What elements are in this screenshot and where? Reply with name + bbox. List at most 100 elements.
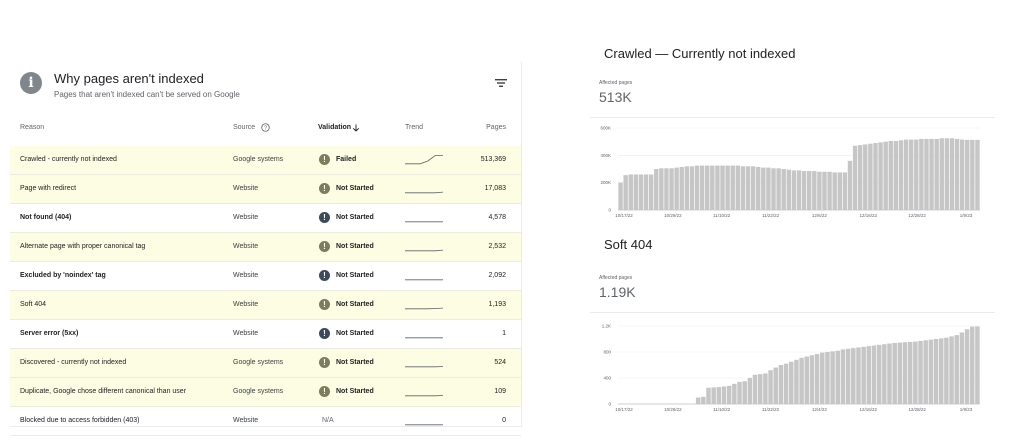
bar[interactable] <box>868 143 873 210</box>
bar[interactable] <box>954 335 959 404</box>
bar[interactable] <box>939 138 944 210</box>
bar[interactable] <box>847 160 853 210</box>
bar[interactable] <box>965 139 970 210</box>
bar[interactable] <box>781 169 786 210</box>
bar[interactable] <box>856 347 861 404</box>
filter-icon[interactable] <box>494 76 508 90</box>
bar[interactable] <box>710 165 715 210</box>
bar[interactable] <box>907 341 913 404</box>
bar[interactable] <box>654 169 659 210</box>
table-row[interactable]: Not found (404) Website! Not Started 4,578 <box>10 204 521 233</box>
bar[interactable] <box>975 139 980 210</box>
bar[interactable] <box>742 381 747 404</box>
bar-chart-soft404[interactable]: 0 400 800 1.2K 10/17/22 10/29/22 11/10/22 11/22… <box>590 320 998 416</box>
table-row[interactable]: Duplicate, Google chose different canoni… <box>10 378 521 407</box>
bar-chart-crawled[interactable]: 0 200K 400K 600K 10/17/22 10/29/22 11/10/22 11/… <box>590 122 998 222</box>
bar[interactable] <box>711 387 716 404</box>
bar[interactable] <box>866 346 872 404</box>
bar[interactable] <box>887 343 892 404</box>
bar[interactable] <box>757 374 763 404</box>
bar[interactable] <box>918 340 923 404</box>
bar[interactable] <box>863 144 868 210</box>
bar[interactable] <box>882 344 887 404</box>
bar[interactable] <box>845 348 851 404</box>
table-row[interactable]: Discovered - currently not indexed Google… <box>10 349 521 378</box>
bar[interactable] <box>938 338 944 404</box>
bar[interactable] <box>725 165 730 210</box>
bar[interactable] <box>959 332 965 405</box>
help-icon[interactable]: ? <box>261 123 270 132</box>
bar[interactable] <box>735 165 741 210</box>
bar[interactable] <box>857 145 863 210</box>
bar[interactable] <box>830 351 835 404</box>
bar[interactable] <box>752 374 758 404</box>
bar[interactable] <box>726 385 732 404</box>
bar[interactable] <box>883 141 888 210</box>
bar[interactable] <box>706 387 711 404</box>
bar[interactable] <box>766 167 771 210</box>
bar[interactable] <box>944 337 949 404</box>
bar[interactable] <box>679 166 684 210</box>
arrow-down-icon[interactable] <box>352 124 360 132</box>
bar[interactable] <box>628 174 633 210</box>
bar[interactable] <box>799 357 804 404</box>
table-row[interactable]: Crawled - currently not indexed Google sy… <box>10 146 521 175</box>
bar[interactable] <box>919 138 924 210</box>
bar[interactable] <box>720 165 725 210</box>
bar[interactable] <box>923 340 928 404</box>
bar[interactable] <box>659 168 664 210</box>
bar[interactable] <box>908 139 914 210</box>
bar[interactable] <box>959 139 965 210</box>
table-row[interactable]: Server error (5xx) Website! Not Started 1 <box>10 320 521 349</box>
bar[interactable] <box>705 165 710 210</box>
table-row[interactable]: Excluded by 'noindex' tag Website! Not Sta… <box>10 262 521 291</box>
bar[interactable] <box>801 171 807 210</box>
bar[interactable] <box>776 168 781 210</box>
bar[interactable] <box>689 166 695 210</box>
bar[interactable] <box>633 174 639 210</box>
bar[interactable] <box>807 171 812 210</box>
bar[interactable] <box>964 329 970 404</box>
bar[interactable] <box>750 166 756 210</box>
bar[interactable] <box>873 143 878 210</box>
bar[interactable] <box>832 172 837 210</box>
bar[interactable] <box>789 361 794 404</box>
bar[interactable] <box>730 165 735 210</box>
col-pages[interactable]: Pages <box>486 124 506 131</box>
bar[interactable] <box>837 172 842 210</box>
bar[interactable] <box>820 352 825 404</box>
bar[interactable] <box>643 174 649 210</box>
bar[interactable] <box>949 138 955 210</box>
bar[interactable] <box>669 168 674 210</box>
table-row[interactable]: Blocked due to access forbidden (403) Web… <box>10 407 521 436</box>
bar[interactable] <box>732 383 737 404</box>
bar[interactable] <box>701 396 706 404</box>
bar[interactable] <box>674 167 679 210</box>
bar[interactable] <box>970 326 975 404</box>
bar[interactable] <box>812 171 817 210</box>
bar[interactable] <box>944 138 950 210</box>
bar[interactable] <box>638 174 644 210</box>
col-trend[interactable]: Trend <box>405 124 424 131</box>
col-validation[interactable]: Validation <box>318 124 352 131</box>
bar[interactable] <box>929 138 934 210</box>
bar[interactable] <box>822 171 827 210</box>
bar[interactable] <box>809 355 815 404</box>
bar[interactable] <box>699 165 705 210</box>
bar[interactable] <box>827 171 832 210</box>
bar[interactable] <box>761 167 766 210</box>
bar[interactable] <box>747 378 753 404</box>
bar[interactable] <box>933 339 939 404</box>
bar[interactable] <box>928 339 934 404</box>
bar[interactable] <box>715 165 720 210</box>
bar[interactable] <box>804 356 809 404</box>
bar[interactable] <box>716 387 722 404</box>
bar[interactable] <box>794 359 799 404</box>
table-row[interactable]: Page with redirect Website! Not Started 17,… <box>10 175 521 204</box>
bar[interactable] <box>934 138 939 210</box>
bar[interactable] <box>878 142 883 210</box>
bar[interactable] <box>871 345 877 405</box>
bar[interactable] <box>763 373 768 404</box>
bar[interactable] <box>913 341 918 404</box>
bar[interactable] <box>861 346 866 404</box>
